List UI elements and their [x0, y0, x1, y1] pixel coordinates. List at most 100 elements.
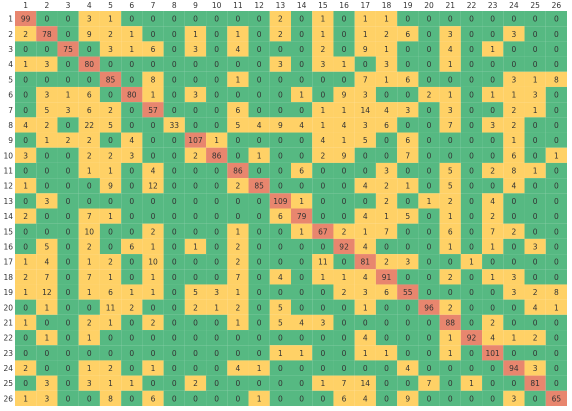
- heatmap-cell: [163, 147, 185, 163]
- heatmap-cell: [503, 208, 525, 224]
- heatmap-cell: [375, 299, 398, 315]
- heatmap-cell: [333, 223, 355, 239]
- cell-value-label: 86: [233, 167, 243, 176]
- cell-value-label: 0: [172, 258, 177, 267]
- heatmap-cell: [312, 71, 334, 87]
- heatmap-cell: [460, 345, 483, 361]
- cell-value-label: 1: [299, 349, 304, 358]
- cell-value-label: 0: [342, 364, 347, 373]
- y-tick-label: 14: [3, 212, 13, 221]
- cell-value-label: 0: [129, 394, 134, 403]
- cell-value-label: 2: [490, 318, 495, 327]
- heatmap-cell: [57, 26, 79, 42]
- heatmap-cell: [375, 360, 398, 376]
- cell-value-label: 3: [512, 288, 517, 297]
- cell-value-label: 3: [512, 30, 517, 39]
- cell-value-label: 0: [554, 167, 559, 176]
- heatmap-cell: [227, 162, 249, 179]
- cell-value-label: 2: [193, 151, 198, 160]
- cell-value-label: 0: [490, 364, 495, 373]
- cell-value-label: 6: [151, 394, 156, 403]
- cell-value-label: 0: [427, 242, 432, 251]
- heatmap-cell: [291, 238, 313, 255]
- heatmap-cell: [397, 208, 419, 224]
- cell-value-label: 0: [257, 334, 262, 343]
- cell-value-label: 0: [490, 258, 495, 267]
- cell-value-label: 7: [363, 75, 368, 84]
- cell-value-label: 0: [236, 334, 241, 343]
- heatmap-cell: [375, 269, 398, 285]
- cell-value-label: 0: [108, 227, 113, 236]
- heatmap-cell: [36, 86, 58, 103]
- cell-value-label: 2: [384, 197, 389, 206]
- heatmap-cell: [184, 26, 207, 42]
- cell-value-label: 8: [512, 167, 517, 176]
- heatmap-cell: [15, 284, 37, 300]
- heatmap-cell: [397, 147, 419, 163]
- heatmap-cell: [312, 254, 334, 270]
- cell-value-label: 0: [427, 394, 432, 403]
- cell-value-label: 1: [236, 30, 241, 39]
- cell-value-label: 4: [363, 273, 368, 282]
- cell-value-label: 0: [427, 318, 432, 327]
- heatmap-cell: [15, 102, 37, 118]
- heatmap-cell: [57, 254, 79, 270]
- cell-value-label: 0: [151, 349, 156, 358]
- heatmap-cell: [142, 223, 164, 239]
- heatmap-cell: [57, 375, 79, 391]
- heatmap-cell: [57, 345, 79, 361]
- cell-value-label: 0: [151, 303, 156, 312]
- heatmap-cell: [439, 132, 461, 148]
- heatmap-cell: [184, 11, 207, 27]
- cell-value-label: 0: [469, 303, 474, 312]
- heatmap-cell: [545, 162, 567, 179]
- heatmap-cell: [121, 11, 143, 27]
- cell-value-label: 0: [236, 151, 241, 160]
- heatmap-cell: [524, 223, 546, 239]
- cell-value-label: 0: [214, 379, 219, 388]
- cell-value-label: 0: [320, 75, 325, 84]
- cell-value-label: 1: [108, 318, 113, 327]
- cell-value-label: 0: [363, 167, 368, 176]
- heatmap-cell: [333, 193, 355, 209]
- cell-value-label: 0: [490, 379, 495, 388]
- heatmap-cell: [142, 390, 164, 406]
- x-tick-label: 12: [254, 1, 264, 10]
- heatmap-cell: [184, 314, 207, 331]
- cell-value-label: 0: [469, 121, 474, 130]
- cell-value-label: 0: [214, 91, 219, 100]
- cell-value-label: 0: [214, 197, 219, 206]
- cell-value-label: 1: [129, 30, 134, 39]
- cell-value-label: 0: [236, 15, 241, 24]
- heatmap-cell: [291, 147, 313, 163]
- heatmap-cell: [397, 71, 419, 87]
- cell-value-label: 0: [257, 303, 262, 312]
- heatmap-cell: [418, 132, 440, 148]
- cell-value-label: 1: [278, 349, 283, 358]
- heatmap-cell: [99, 299, 122, 315]
- cell-value-label: 0: [108, 242, 113, 251]
- heatmap-cell: [248, 132, 270, 148]
- heatmap-cell: [78, 314, 100, 331]
- heatmap-cell: [36, 299, 58, 315]
- cell-value-label: 0: [278, 364, 283, 373]
- cell-value-label: 0: [44, 364, 49, 373]
- cell-value-label: 0: [278, 182, 283, 191]
- cell-value-label: 0: [299, 182, 304, 191]
- cell-value-label: 0: [469, 91, 474, 100]
- cell-value-label: 1: [108, 379, 113, 388]
- heatmap-cell: [36, 254, 58, 270]
- heatmap-cell: [78, 132, 100, 148]
- cell-value-label: 0: [533, 394, 538, 403]
- cell-value-label: 0: [214, 227, 219, 236]
- heatmap-cell: [503, 132, 525, 148]
- heatmap-cell: [227, 330, 249, 346]
- cell-value-label: 0: [87, 182, 92, 191]
- cell-value-label: 0: [278, 258, 283, 267]
- cell-value-label: 0: [129, 106, 134, 115]
- cell-value-label: 6: [87, 91, 92, 100]
- x-tick-label: 25: [530, 1, 540, 10]
- heatmap-cell: [460, 375, 483, 391]
- cell-value-label: 1: [342, 60, 347, 69]
- cell-value-label: 0: [193, 212, 198, 221]
